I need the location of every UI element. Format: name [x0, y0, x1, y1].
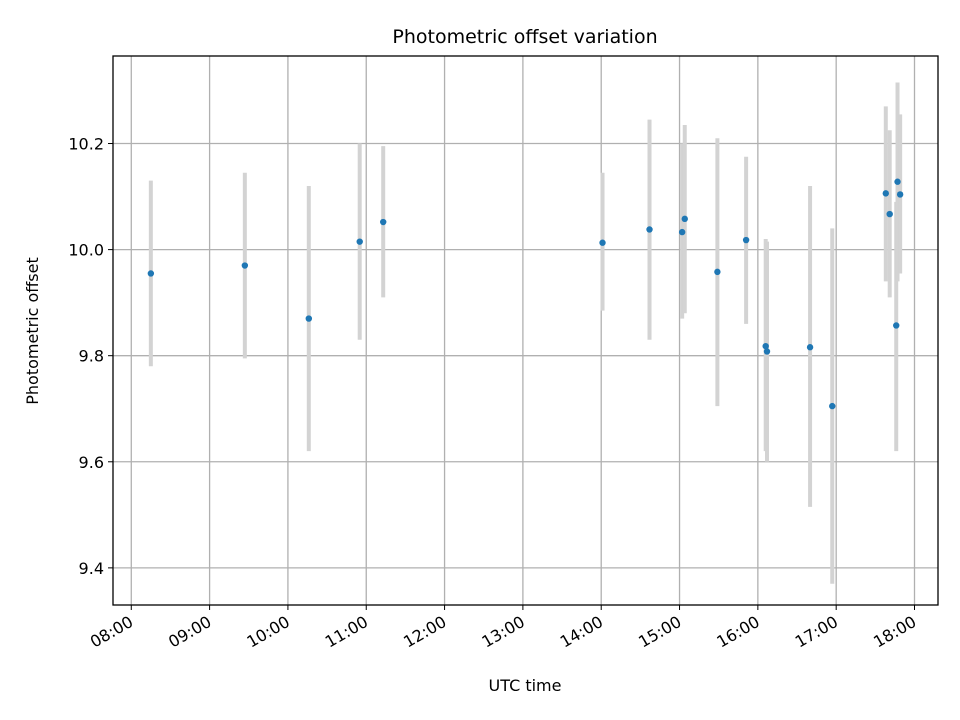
y-tick-label: 10.0: [68, 241, 104, 260]
chart-title: Photometric offset variation: [392, 26, 657, 48]
y-tick-label: 9.6: [79, 453, 104, 472]
y-axis: 9.4 9.6 9.8 10.0 10.2: [68, 135, 113, 578]
point-layer: [147, 178, 904, 410]
data-point: [894, 178, 901, 185]
y-tick-label: 10.2: [68, 135, 104, 154]
data-point: [762, 342, 769, 350]
data-point: [763, 348, 771, 355]
data-point: [380, 218, 387, 226]
data-point: [896, 191, 904, 198]
data-point: [241, 262, 249, 269]
data-point: [893, 322, 900, 329]
data-point: [829, 402, 836, 410]
data-point: [599, 239, 606, 246]
y-tick-label: 9.4: [79, 559, 104, 578]
data-point: [305, 315, 313, 322]
data-point: [678, 228, 686, 236]
x-axis-label: UTC time: [489, 676, 562, 695]
data-point: [806, 344, 814, 351]
y-tick-label: 9.8: [79, 347, 104, 366]
data-point: [714, 268, 721, 276]
data-point: [742, 236, 750, 244]
data-point: [646, 226, 653, 233]
grid-layer: [113, 56, 938, 605]
data-point: [681, 215, 688, 223]
data-point: [882, 190, 889, 197]
y-axis-label: Photometric offset: [23, 257, 42, 405]
plot-frame: [112, 55, 939, 606]
data-point: [356, 238, 363, 245]
data-point: [886, 210, 893, 218]
data-point: [147, 270, 155, 277]
